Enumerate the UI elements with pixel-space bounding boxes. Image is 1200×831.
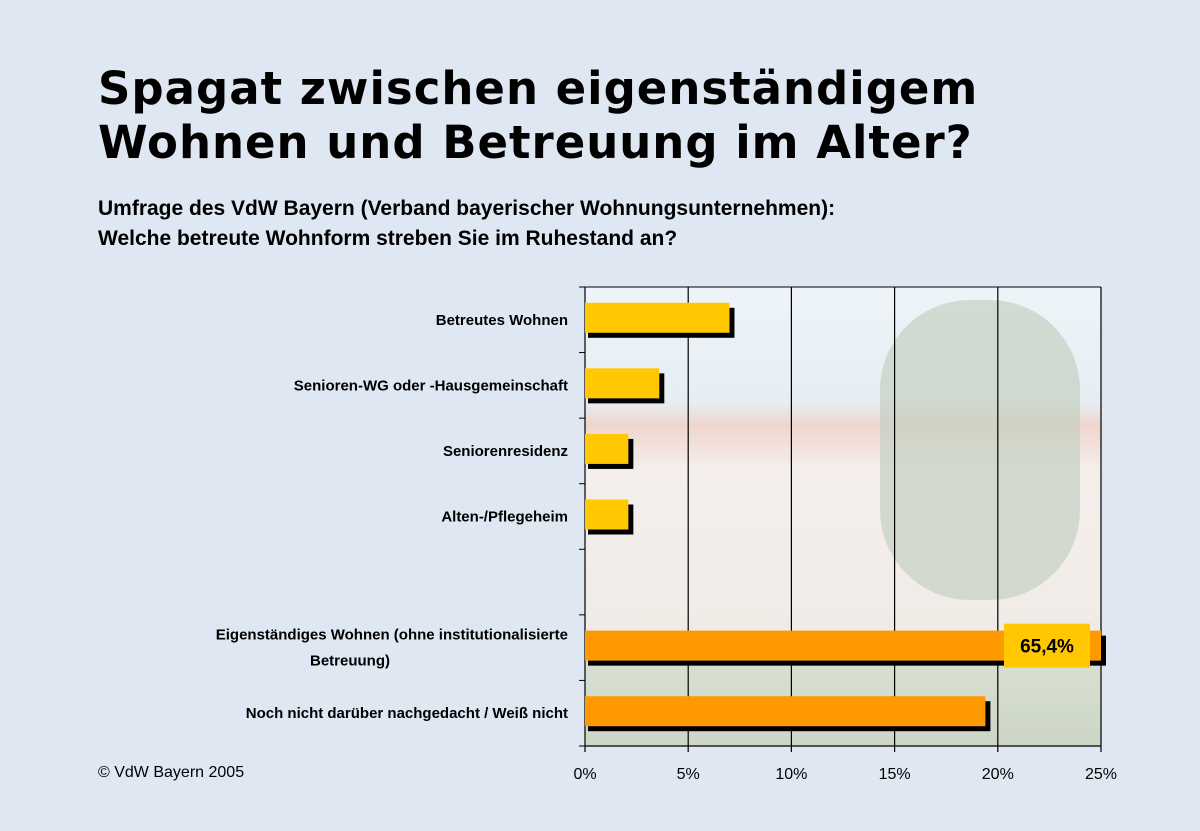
x-tick-label: 25% <box>1085 766 1117 783</box>
bar <box>585 302 730 333</box>
x-tick-label: 5% <box>677 766 700 783</box>
category-label: Seniorenresidenz <box>443 443 568 460</box>
tree <box>880 300 1080 600</box>
category-label: Eigenständiges Wohnen (ohne institutiona… <box>216 627 568 644</box>
x-tick-label: 15% <box>879 766 911 783</box>
bar <box>585 433 629 464</box>
x-tick-label: 20% <box>982 766 1014 783</box>
bar <box>585 368 660 399</box>
category-label: Noch nicht darüber nachgedacht / Weiß ni… <box>246 705 568 722</box>
subtitle-line: Umfrage des VdW Bayern (Verband bayerisc… <box>98 197 836 220</box>
category-label: Betreuung) <box>310 653 390 670</box>
category-label: Senioren-WG oder -Hausgemeinschaft <box>294 377 568 394</box>
x-tick-label: 10% <box>775 766 807 783</box>
chart-subtitle: Umfrage des VdW Bayern (Verband bayerisc… <box>98 194 835 254</box>
data-label: 65,4% <box>1020 637 1074 658</box>
chart-title: Spagat zwischen eigenständigem Wohnen un… <box>98 62 978 170</box>
subtitle-line: Welche betreute Wohnform streben Sie im … <box>98 227 678 250</box>
x-tick-label: 0% <box>573 766 596 783</box>
category-label: Betreutes Wohnen <box>436 312 568 329</box>
title-line: Spagat zwischen eigenständigem <box>98 62 979 115</box>
data-label-box <box>1004 623 1090 668</box>
bar <box>585 499 629 530</box>
copyright: © VdW Bayern 2005 <box>98 764 245 781</box>
bar <box>585 696 986 727</box>
category-label: Alten-/Pflegeheim <box>441 509 568 526</box>
title-line: Wohnen und Betreuung im Alter? <box>98 116 973 169</box>
